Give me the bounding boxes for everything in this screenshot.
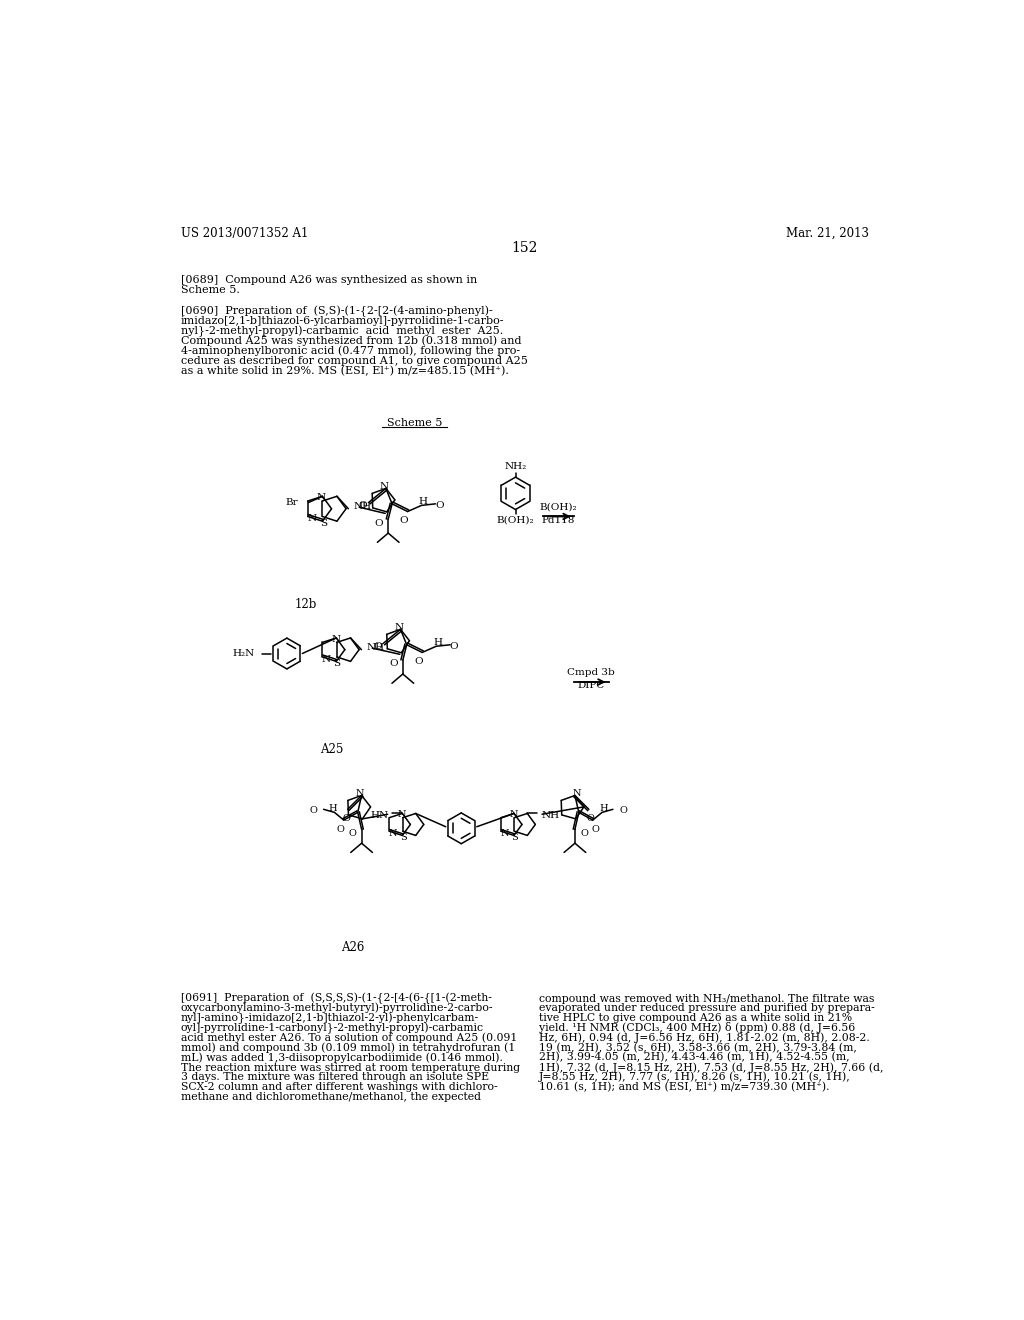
Text: 12b: 12b <box>295 598 317 611</box>
Text: nyl]-amino}-imidazo[2,1-b]thiazol-2-yl)-phenylcarbam-: nyl]-amino}-imidazo[2,1-b]thiazol-2-yl)-… <box>180 1012 479 1024</box>
Text: [0691]  Preparation of  (S,S,S,S)-(1-{2-[4-(6-{[1-(2-meth-: [0691] Preparation of (S,S,S,S)-(1-{2-[4… <box>180 993 492 1005</box>
Text: H₂N: H₂N <box>232 649 254 657</box>
Text: Hz, 6H), 0.94 (d, J=6.56 Hz, 6H), 1.81-2.02 (m, 8H), 2.08-2.: Hz, 6H), 0.94 (d, J=6.56 Hz, 6H), 1.81-2… <box>539 1032 869 1043</box>
Text: S: S <box>334 659 341 668</box>
Text: 2H), 3.99-4.05 (m, 2H), 4.43-4.46 (m, 1H), 4.52-4.55 (m,: 2H), 3.99-4.05 (m, 2H), 4.43-4.46 (m, 1H… <box>539 1052 849 1063</box>
Text: NH₂: NH₂ <box>505 462 526 471</box>
Text: O: O <box>450 642 459 651</box>
Text: NH: NH <box>542 810 559 820</box>
Text: O: O <box>399 516 408 525</box>
Text: compound was removed with NH₃/methanol. The filtrate was: compound was removed with NH₃/methanol. … <box>539 994 874 1003</box>
Text: nyl}-2-methyl-propyl)-carbamic  acid  methyl  ester  A25.: nyl}-2-methyl-propyl)-carbamic acid meth… <box>180 326 503 337</box>
Text: The reaction mixture was stirred at room temperature during: The reaction mixture was stirred at room… <box>180 1063 520 1073</box>
Text: O: O <box>581 829 588 838</box>
Text: J=8.55 Hz, 2H), 7.77 (s, 1H), 8.26 (s, 1H), 10.21 (s, 1H),: J=8.55 Hz, 2H), 7.77 (s, 1H), 8.26 (s, 1… <box>539 1072 851 1082</box>
Text: S: S <box>319 519 327 528</box>
Text: N: N <box>355 788 365 797</box>
Text: as a white solid in 29%. MS (ESI, El⁺) m/z=485.15 (MH⁺).: as a white solid in 29%. MS (ESI, El⁺) m… <box>180 366 509 376</box>
Text: H: H <box>599 804 608 813</box>
Text: O: O <box>373 642 382 651</box>
Text: NH: NH <box>354 502 372 511</box>
Text: N: N <box>332 635 340 644</box>
Text: 10.61 (s, 1H); and MS (ESI, El⁺) m/z=739.30 (MH⁺).: 10.61 (s, 1H); and MS (ESI, El⁺) m/z=739… <box>539 1082 829 1092</box>
Text: O: O <box>435 500 443 510</box>
Text: N: N <box>501 829 509 838</box>
Text: methane and dichloromethane/methanol, the expected: methane and dichloromethane/methanol, th… <box>180 1092 480 1102</box>
Text: O: O <box>414 657 423 667</box>
Text: A25: A25 <box>321 743 343 756</box>
Text: Pd118: Pd118 <box>542 516 574 525</box>
Text: Scheme 5.: Scheme 5. <box>180 285 240 296</box>
Text: 152: 152 <box>512 242 538 255</box>
Text: HN: HN <box>371 810 388 820</box>
Text: N: N <box>509 810 518 820</box>
Text: H: H <box>433 638 442 647</box>
Text: A26: A26 <box>341 941 365 954</box>
Text: O: O <box>389 660 398 668</box>
Text: B(OH)₂: B(OH)₂ <box>497 516 535 525</box>
Text: Br: Br <box>286 498 298 507</box>
Text: mL) was added 1,3-diisopropylcarbodiimide (0.146 mmol).: mL) was added 1,3-diisopropylcarbodiimid… <box>180 1052 503 1063</box>
Text: 3 days. The mixture was filtered through an isolute SPE: 3 days. The mixture was filtered through… <box>180 1072 488 1082</box>
Text: B(OH)₂: B(OH)₂ <box>540 503 577 512</box>
Text: N: N <box>389 829 397 838</box>
Text: N: N <box>397 810 407 820</box>
Text: N: N <box>572 788 581 797</box>
Text: O: O <box>592 825 600 834</box>
Text: O: O <box>375 519 383 528</box>
Text: evaporated under reduced pressure and purified by prepara-: evaporated under reduced pressure and pu… <box>539 1003 874 1014</box>
Text: tive HPLC to give compound A26 as a white solid in 21%: tive HPLC to give compound A26 as a whit… <box>539 1014 852 1023</box>
Text: Mar. 21, 2013: Mar. 21, 2013 <box>785 227 869 240</box>
Text: NH: NH <box>367 643 385 652</box>
Text: Scheme 5: Scheme 5 <box>387 418 442 429</box>
Text: O: O <box>348 829 356 838</box>
Text: 1H), 7.32 (d, J=8.15 Hz, 2H), 7.53 (d, J=8.55 Hz, 2H), 7.66 (d,: 1H), 7.32 (d, J=8.15 Hz, 2H), 7.53 (d, J… <box>539 1063 884 1073</box>
Text: 19 (m, 2H), 3.52 (s, 6H), 3.58-3.66 (m, 2H), 3.79-3.84 (m,: 19 (m, 2H), 3.52 (s, 6H), 3.58-3.66 (m, … <box>539 1043 857 1053</box>
Text: acid methyl ester A26. To a solution of compound A25 (0.091: acid methyl ester A26. To a solution of … <box>180 1032 517 1043</box>
Text: oxycarbonylamino-3-methyl-butyryl)-pyrrolidine-2-carbo-: oxycarbonylamino-3-methyl-butyryl)-pyrro… <box>180 1003 494 1014</box>
Text: Compound A25 was synthesized from 12b (0.318 mmol) and: Compound A25 was synthesized from 12b (0… <box>180 335 521 346</box>
Text: N: N <box>307 515 316 523</box>
Text: mmol) and compound 3b (0.109 mmol) in tetrahydrofuran (1: mmol) and compound 3b (0.109 mmol) in te… <box>180 1043 515 1053</box>
Text: cedure as described for compound A1, to give compound A25: cedure as described for compound A1, to … <box>180 356 527 366</box>
Text: N: N <box>380 482 389 491</box>
Text: O: O <box>620 807 627 816</box>
Text: imidazo[2,1-b]thiazol-6-ylcarbamoyl]-pyrrolidine-1-carbo-: imidazo[2,1-b]thiazol-6-ylcarbamoyl]-pyr… <box>180 315 504 326</box>
Text: N: N <box>316 494 326 503</box>
Text: [0689]  Compound A26 was synthesized as shown in: [0689] Compound A26 was synthesized as s… <box>180 275 477 285</box>
Text: N: N <box>322 655 331 664</box>
Text: H: H <box>329 804 337 813</box>
Text: S: S <box>511 833 518 842</box>
Text: O: O <box>342 814 350 824</box>
Text: O: O <box>337 825 345 834</box>
Text: O: O <box>587 814 594 824</box>
Text: H: H <box>419 498 428 506</box>
Text: O: O <box>358 500 367 510</box>
Text: 4-aminophenylboronic acid (0.477 mmol), following the pro-: 4-aminophenylboronic acid (0.477 mmol), … <box>180 346 520 356</box>
Text: yield. ¹H NMR (CDCl₃, 400 MHz) δ (ppm) 0.88 (d, J=6.56: yield. ¹H NMR (CDCl₃, 400 MHz) δ (ppm) 0… <box>539 1022 855 1034</box>
Text: [0690]  Preparation of  (S,S)-(1-{2-[2-(4-amino-phenyl)-: [0690] Preparation of (S,S)-(1-{2-[2-(4-… <box>180 305 493 317</box>
Text: oyl]-pyrrolidine-1-carbonyl}-2-methyl-propyl)-carbamic: oyl]-pyrrolidine-1-carbonyl}-2-methyl-pr… <box>180 1023 483 1034</box>
Text: O: O <box>309 807 317 816</box>
Text: DIPC: DIPC <box>578 681 604 690</box>
Text: Cmpd 3b: Cmpd 3b <box>567 668 614 677</box>
Text: S: S <box>399 833 407 842</box>
Text: US 2013/0071352 A1: US 2013/0071352 A1 <box>180 227 308 240</box>
Text: SCX-2 column and after different washings with dichloro-: SCX-2 column and after different washing… <box>180 1082 498 1092</box>
Text: N: N <box>394 623 403 631</box>
